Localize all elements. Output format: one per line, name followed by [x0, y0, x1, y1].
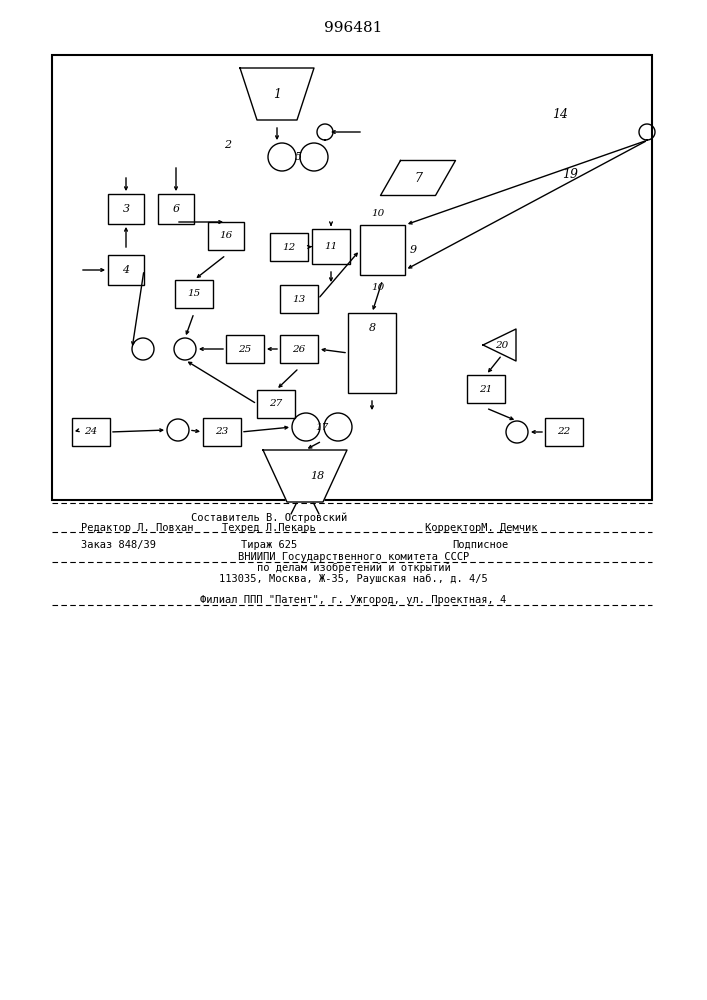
Text: Заказ 848/39: Заказ 848/39 — [81, 540, 156, 550]
Text: Составитель В. Островский: Составитель В. Островский — [190, 513, 347, 523]
Bar — [72, 418, 110, 446]
Text: Филиал ППП "Патент", г. Ужгород, ул. Проектная, 4: Филиал ППП "Патент", г. Ужгород, ул. Про… — [200, 595, 507, 605]
Text: 18: 18 — [310, 471, 324, 481]
Bar — [467, 375, 505, 403]
Text: 20: 20 — [496, 340, 508, 350]
Text: 16: 16 — [219, 232, 233, 240]
Text: 14: 14 — [552, 108, 568, 121]
Text: КорректорМ. Демчик: КорректорМ. Демчик — [424, 523, 537, 533]
Text: 22: 22 — [557, 428, 571, 436]
Bar — [270, 233, 308, 261]
Text: 2: 2 — [224, 140, 232, 150]
Bar — [257, 390, 295, 418]
Bar — [312, 229, 350, 264]
Bar — [348, 313, 396, 393]
Bar — [175, 280, 213, 308]
Text: 25: 25 — [238, 344, 252, 354]
Text: 24: 24 — [84, 428, 98, 436]
Text: 10: 10 — [371, 282, 384, 292]
Text: Подписное: Подписное — [452, 540, 509, 550]
Text: Техред Л.Пекарь: Техред Л.Пекарь — [222, 523, 315, 533]
Polygon shape — [483, 329, 516, 361]
Bar — [360, 225, 405, 275]
Bar — [203, 418, 241, 446]
Text: Тираж 625: Тираж 625 — [240, 540, 297, 550]
Text: 6: 6 — [173, 204, 180, 214]
Polygon shape — [263, 450, 347, 502]
Bar — [280, 335, 318, 363]
Text: 4: 4 — [122, 265, 129, 275]
Polygon shape — [380, 160, 455, 196]
Text: 7: 7 — [414, 172, 422, 184]
Text: 8: 8 — [368, 323, 375, 333]
Text: 27: 27 — [269, 399, 283, 408]
Bar — [108, 194, 144, 224]
Text: 21: 21 — [479, 384, 493, 393]
Text: 1: 1 — [273, 88, 281, 101]
Text: 10: 10 — [371, 209, 384, 218]
Bar — [108, 255, 144, 285]
Bar — [208, 222, 244, 250]
Text: 19: 19 — [562, 168, 578, 182]
Text: Редактор Л. Повхан: Редактор Л. Повхан — [81, 523, 194, 533]
Text: по делам изобретений и открытий: по делам изобретений и открытий — [257, 563, 450, 573]
Bar — [158, 194, 194, 224]
Text: 13: 13 — [293, 294, 305, 304]
Text: 996481: 996481 — [324, 21, 382, 35]
Text: 26: 26 — [293, 344, 305, 354]
Bar — [280, 285, 318, 313]
Text: 17: 17 — [315, 422, 329, 432]
Text: 3: 3 — [122, 204, 129, 214]
Text: 5: 5 — [294, 152, 302, 162]
Text: ВНИИПИ Государственного комитета СССР: ВНИИПИ Государственного комитета СССР — [238, 552, 469, 562]
Text: 11: 11 — [325, 242, 338, 251]
Text: 9: 9 — [409, 245, 416, 255]
Text: 12: 12 — [282, 242, 296, 251]
Text: 23: 23 — [216, 428, 228, 436]
Text: 15: 15 — [187, 290, 201, 298]
Polygon shape — [240, 68, 314, 120]
Text: 113035, Москва, Ж-35, Раушская наб., д. 4/5: 113035, Москва, Ж-35, Раушская наб., д. … — [219, 574, 488, 584]
Bar — [52, 55, 652, 500]
Bar — [226, 335, 264, 363]
Bar — [545, 418, 583, 446]
